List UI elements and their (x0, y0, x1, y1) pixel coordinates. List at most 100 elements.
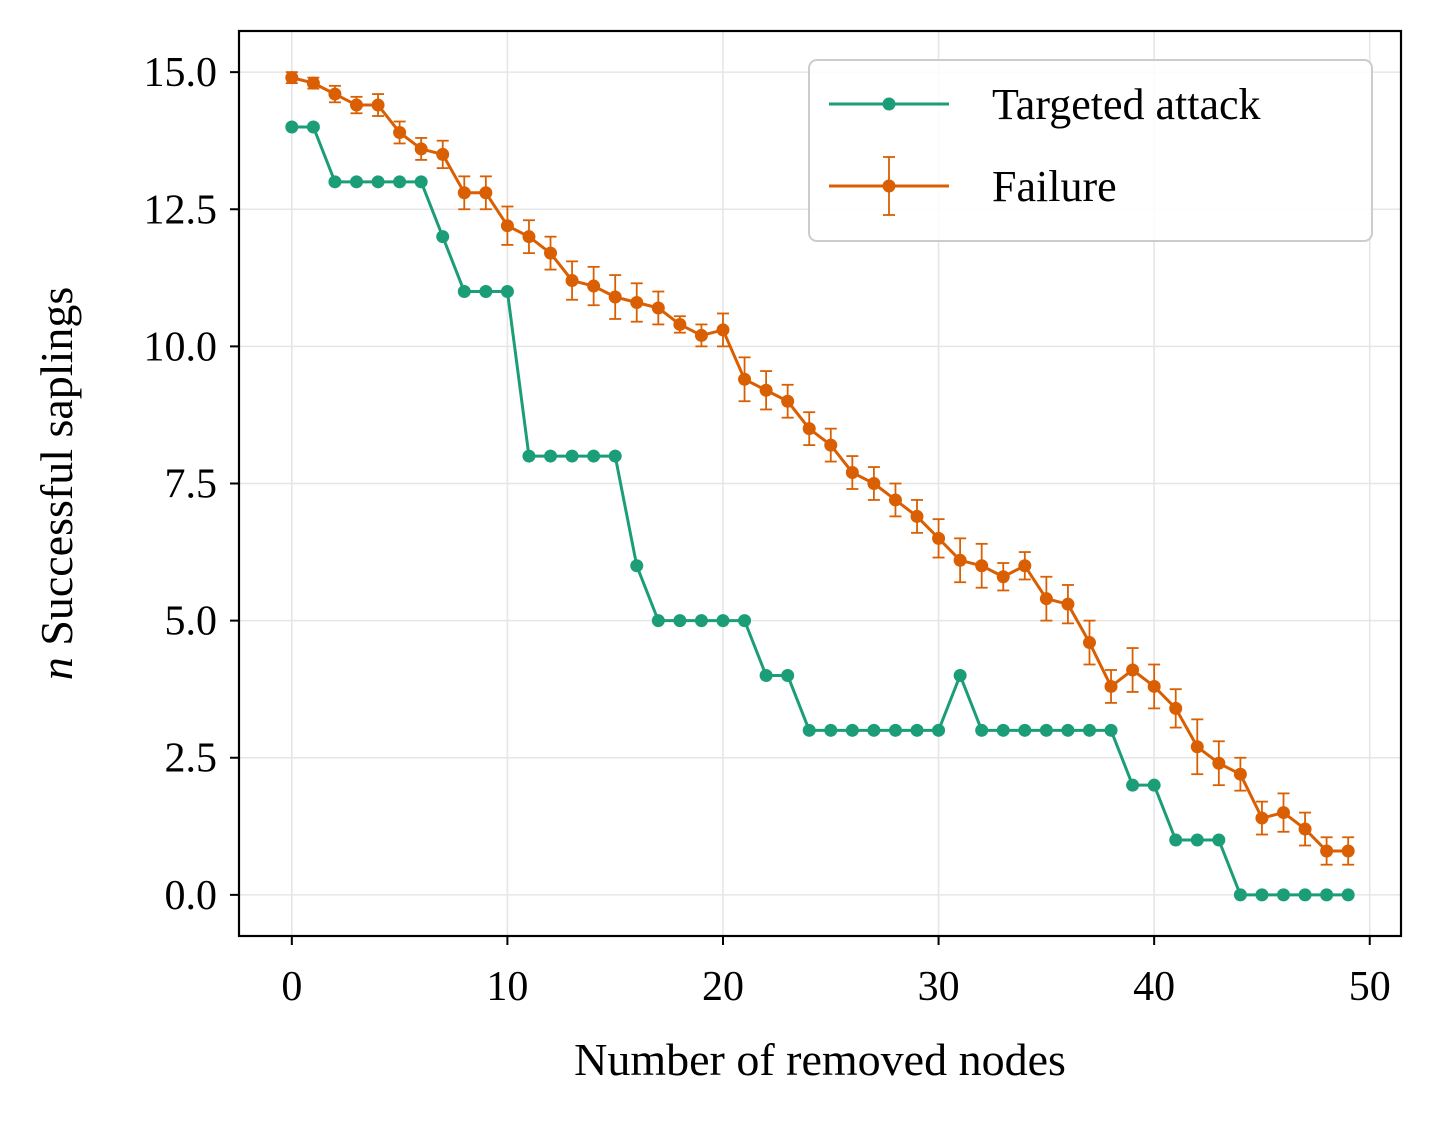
data-point (371, 98, 385, 112)
data-point (694, 614, 708, 628)
legend-box (808, 59, 1373, 242)
data-point (1341, 844, 1355, 858)
data-point (328, 175, 342, 189)
y-axis-label-text: Successful saplings (31, 287, 82, 658)
data-point (500, 285, 514, 299)
data-point (996, 570, 1010, 584)
data-point (1277, 888, 1291, 902)
data-point (328, 87, 342, 101)
series-layer (285, 71, 1355, 902)
data-point (457, 186, 471, 200)
data-point (1104, 679, 1118, 693)
data-point (910, 509, 924, 523)
data-point (500, 219, 514, 233)
data-point (1126, 778, 1140, 792)
y-tick-label: 0.0 (165, 873, 218, 919)
data-point (630, 296, 644, 309)
data-point (953, 553, 967, 567)
data-point (910, 723, 924, 737)
x-tick-label: 0 (281, 964, 302, 1010)
data-point (1298, 822, 1312, 836)
data-point (759, 668, 773, 682)
data-point (824, 723, 838, 737)
x-tick-label: 30 (918, 964, 960, 1010)
y-tick-label: 15.0 (144, 50, 218, 96)
data-point (975, 723, 989, 737)
data-point (285, 71, 299, 85)
data-point (651, 614, 665, 628)
data-point (608, 449, 622, 463)
data-point (522, 449, 536, 463)
x-tick-label: 20 (702, 964, 744, 1010)
data-point (1018, 723, 1032, 737)
data-point (716, 614, 730, 628)
data-point (867, 723, 881, 737)
data-point (651, 301, 665, 315)
data-point (845, 723, 859, 737)
y-tick-label: 7.5 (165, 462, 218, 508)
data-point (608, 290, 622, 304)
y-axis-label-italic: n (31, 657, 82, 680)
data-point (587, 279, 601, 293)
data-point (781, 668, 795, 682)
data-point (932, 723, 946, 737)
data-point (1255, 888, 1269, 902)
axis-ticks: 0 10 20 30 40 50 0.0 2.5 5.0 7.5 10.0 12.5 15.0 (144, 50, 1391, 1010)
x-tick-label: 10 (486, 964, 528, 1010)
data-point (479, 186, 493, 200)
data-point (393, 125, 407, 139)
data-point (673, 317, 687, 331)
data-point (932, 531, 946, 545)
data-point (1061, 723, 1075, 737)
data-point (694, 328, 708, 342)
data-point (996, 723, 1010, 737)
data-point (1212, 756, 1226, 770)
data-point (1126, 663, 1140, 677)
data-point (1190, 740, 1204, 754)
data-point (479, 285, 493, 299)
data-point (371, 175, 385, 189)
data-point (738, 614, 752, 628)
data-point (1212, 833, 1226, 847)
legend-item: Targeted attack (829, 80, 1261, 129)
data-point (716, 323, 730, 337)
data-point (1061, 597, 1075, 611)
data-point (1147, 679, 1161, 693)
data-point (1320, 888, 1334, 902)
data-point (1255, 811, 1269, 825)
data-point (393, 175, 407, 189)
data-point (953, 668, 967, 682)
series-targeted-attack (285, 120, 1355, 902)
x-tick-label: 40 (1133, 964, 1175, 1010)
data-point (436, 230, 450, 244)
series-line (291, 125, 1349, 897)
data-point (306, 76, 320, 90)
y-axis-label: n Successful saplings (31, 287, 82, 681)
data-point (1169, 701, 1183, 715)
data-point (845, 466, 859, 480)
data-point (888, 723, 902, 737)
x-tick-label: 50 (1349, 964, 1391, 1010)
data-point (1104, 723, 1118, 737)
data-point (824, 438, 838, 452)
data-point (781, 394, 795, 408)
data-point (1277, 806, 1291, 820)
data-point (802, 723, 816, 737)
data-point (802, 422, 816, 436)
legend-label: Failure (992, 162, 1117, 211)
y-tick-label: 12.5 (144, 187, 218, 233)
data-point (1018, 559, 1032, 573)
legend: Targeted attack Failure (808, 59, 1373, 242)
data-point (1147, 778, 1161, 792)
data-point (1082, 636, 1096, 650)
data-point (1082, 723, 1096, 737)
legend-item: Failure (829, 156, 1117, 216)
data-point (1190, 833, 1204, 847)
series-failure (285, 71, 1355, 866)
data-point (1039, 592, 1053, 606)
data-point (587, 449, 601, 463)
data-point (349, 175, 363, 189)
data-point (1233, 767, 1247, 781)
y-tick-label: 5.0 (165, 599, 218, 645)
